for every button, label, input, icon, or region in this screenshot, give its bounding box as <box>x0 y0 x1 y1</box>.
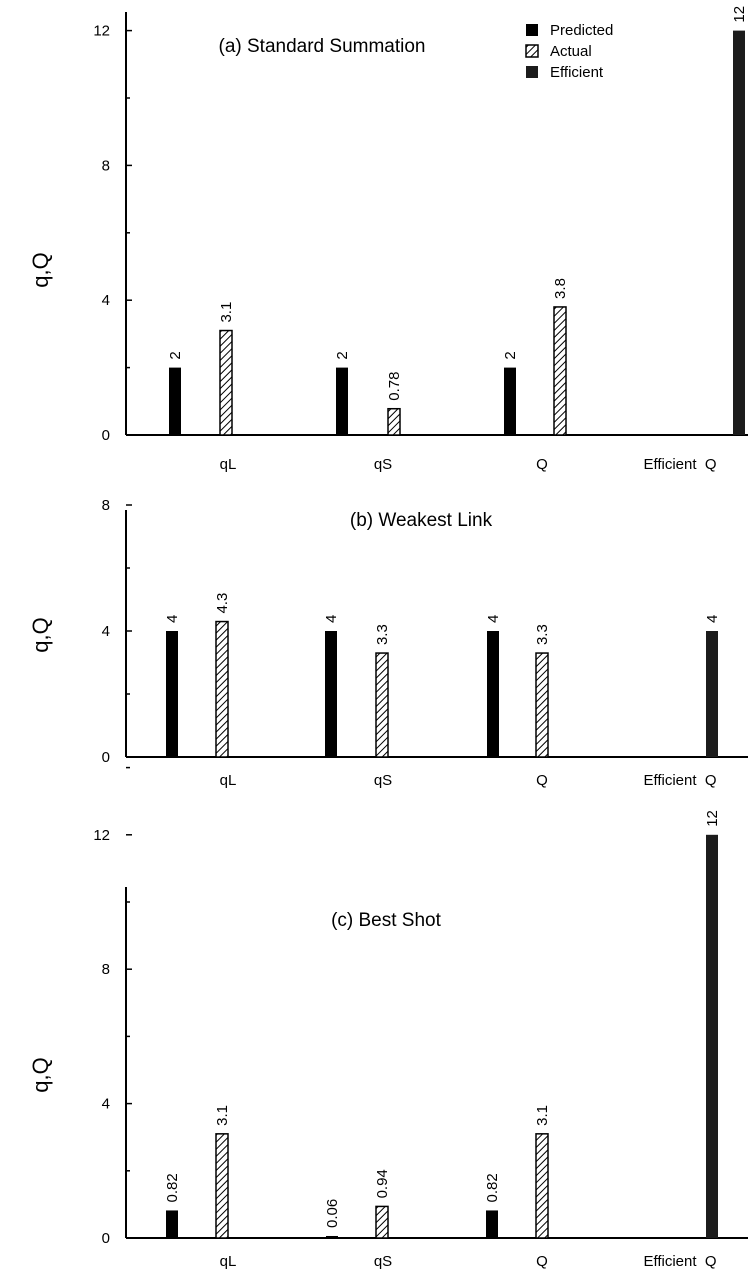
y-tick-label: 8 <box>102 961 110 978</box>
bar-actual <box>375 1205 389 1239</box>
data-label: 3.8 <box>552 278 569 299</box>
bar-actual <box>375 652 389 758</box>
y-tick-label: 12 <box>93 827 110 844</box>
y-tick-label: 8 <box>102 157 110 174</box>
panel-title: (c) Best Shot <box>331 910 442 931</box>
data-label: 0.82 <box>164 1173 181 1202</box>
y-tick-label: 0 <box>102 749 110 766</box>
category-label: Efficient Q <box>643 1253 716 1270</box>
bar-predicted <box>486 1210 498 1238</box>
bar-actual <box>535 652 549 758</box>
legend-swatch-predicted <box>526 24 538 36</box>
data-label: 4 <box>164 615 181 623</box>
bar-actual <box>553 306 567 436</box>
data-label: 3.3 <box>534 624 551 645</box>
bar-actual <box>215 1133 229 1239</box>
bar-actual <box>219 329 233 436</box>
bar-actual <box>535 1133 549 1239</box>
data-label: 4 <box>485 615 502 623</box>
data-label: 0.94 <box>374 1169 391 1198</box>
data-label: 4.3 <box>214 593 231 614</box>
category-label: Q <box>536 772 548 789</box>
category-label: Q <box>536 1253 548 1270</box>
y-axis-label: q,Q <box>28 1057 53 1092</box>
y-tick-label: 0 <box>102 1230 110 1247</box>
bar-predicted <box>326 1235 338 1238</box>
category-label: Efficient Q <box>643 456 716 473</box>
data-label: 0.78 <box>386 372 403 401</box>
category-label: qL <box>220 1253 237 1270</box>
bar-actual <box>215 620 229 758</box>
bar-predicted <box>169 367 181 435</box>
legend-swatch-efficient <box>526 66 538 78</box>
data-label: 4 <box>704 615 721 623</box>
panel-title: (a) Standard Summation <box>219 36 426 57</box>
category-label: Q <box>536 456 548 473</box>
bar-predicted <box>504 367 516 435</box>
bar-predicted <box>166 631 178 757</box>
data-label: 2 <box>334 351 351 359</box>
y-tick-label: 4 <box>102 1096 110 1113</box>
y-axis-label: q,Q <box>28 617 53 652</box>
category-label: qL <box>220 456 237 473</box>
panel-weakest-link: 0 4 8 q,Q (b) Weakest Link qL qS Q Efficient Q 4 4… <box>28 497 748 789</box>
y-tick-label: 8 <box>102 497 110 514</box>
data-label: 3.3 <box>374 624 391 645</box>
bar-actual <box>387 407 401 436</box>
data-label: 2 <box>167 351 184 359</box>
y-axis-label: q,Q <box>28 252 53 287</box>
panel-title: (b) Weakest Link <box>350 510 493 531</box>
bar-efficient <box>706 631 718 757</box>
bar-predicted <box>487 631 499 757</box>
legend: Predicted Actual Efficient <box>525 22 613 81</box>
data-label: 4 <box>323 615 340 623</box>
category-label: qS <box>374 1253 392 1270</box>
bar-efficient <box>733 30 745 435</box>
panel-standard-summation: 0 4 8 12 q,Q (a) Standard Summation qL qS Q Effic… <box>28 6 748 473</box>
data-label: 3.1 <box>218 302 235 323</box>
bar-predicted <box>325 631 337 757</box>
bar-predicted <box>336 367 348 435</box>
y-tick-label: 4 <box>102 292 110 309</box>
legend-label-predicted: Predicted <box>550 22 613 39</box>
data-label: 12 <box>704 810 721 827</box>
y-tick-label: 4 <box>102 623 110 640</box>
data-label: 0.82 <box>484 1173 501 1202</box>
legend-label-actual: Actual <box>550 43 592 60</box>
category-label: qL <box>220 772 237 789</box>
category-label: qS <box>374 456 392 473</box>
bar-predicted <box>166 1210 178 1238</box>
y-tick-label: 12 <box>93 23 110 40</box>
panel-best-shot: 0 4 8 12 q,Q (c) Best Shot qL qS Q Efficient Q 0.8… <box>28 766 748 1270</box>
data-label: 3.1 <box>534 1105 551 1126</box>
category-label: Efficient Q <box>643 772 716 789</box>
category-label: qS <box>374 772 392 789</box>
legend-swatch-actual <box>525 44 539 58</box>
legend-label-efficient: Efficient <box>550 64 604 81</box>
data-label: 12 <box>731 6 748 23</box>
data-label: 3.1 <box>214 1105 231 1126</box>
data-label: 2 <box>502 351 519 359</box>
y-tick-label: 0 <box>102 427 110 444</box>
bar-efficient <box>706 834 718 1238</box>
data-label: 0.06 <box>324 1199 341 1228</box>
